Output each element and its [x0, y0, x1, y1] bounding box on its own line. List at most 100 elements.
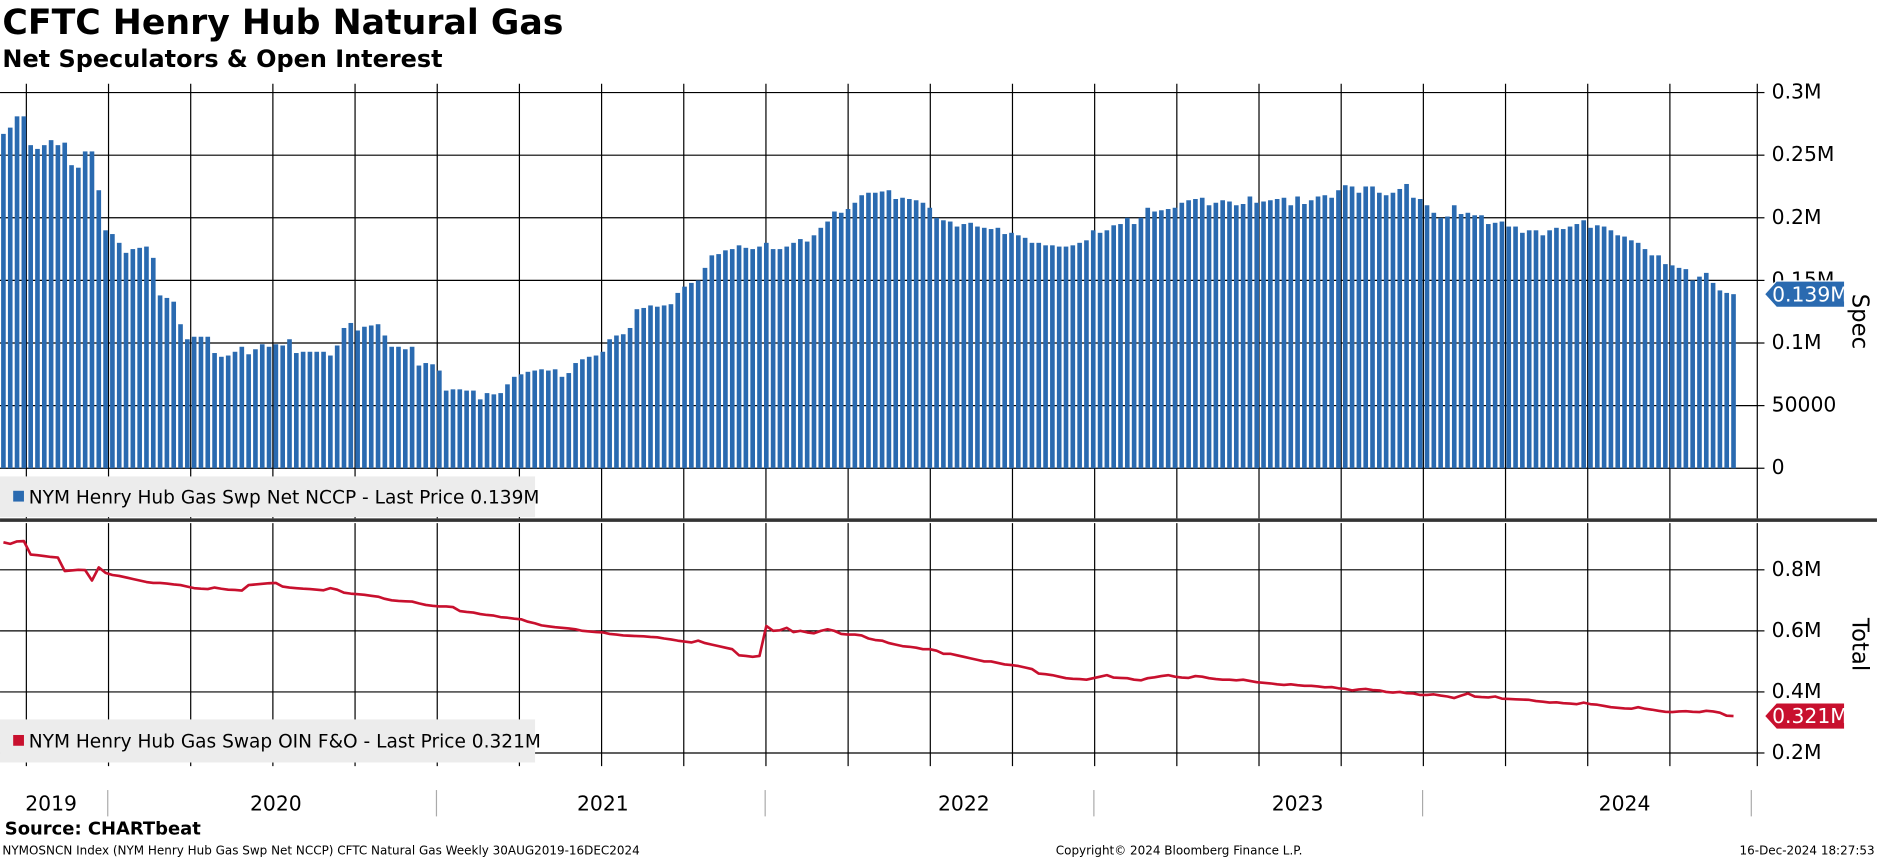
bar — [1601, 226, 1607, 469]
bar — [1458, 214, 1464, 469]
bar — [1050, 245, 1055, 469]
bar — [777, 249, 783, 469]
bar — [300, 351, 306, 469]
bar — [1567, 226, 1573, 469]
bar — [1247, 196, 1253, 469]
x-tick-label: 2020 — [250, 791, 302, 815]
x-tick-label: 2023 — [1272, 791, 1324, 815]
bar — [1036, 242, 1042, 469]
bar — [1179, 202, 1185, 469]
bar — [443, 390, 449, 469]
bar — [1417, 198, 1423, 469]
bar — [185, 339, 190, 469]
last-value-marker — [1763, 702, 1846, 730]
bar — [1547, 230, 1552, 469]
x-tick-label: 2021 — [577, 791, 629, 815]
bar — [389, 346, 394, 469]
bar — [709, 255, 715, 469]
bar — [464, 390, 469, 469]
chart-subtitle: Net Speculators & Open Interest — [2, 45, 442, 73]
bar — [648, 305, 653, 469]
bar — [1513, 226, 1518, 469]
bar — [961, 224, 967, 469]
bar — [150, 257, 156, 469]
x-tick-label: 2019 — [25, 791, 77, 815]
bar — [484, 393, 490, 469]
bar — [1717, 290, 1723, 469]
bar — [1295, 196, 1300, 469]
bar — [21, 116, 27, 469]
bar — [736, 245, 742, 469]
bar — [123, 252, 129, 469]
bar — [620, 334, 626, 469]
bar — [900, 197, 905, 469]
bar — [1349, 186, 1355, 469]
bar — [845, 209, 851, 469]
bar — [341, 327, 347, 469]
bar — [1070, 245, 1076, 469]
bar — [981, 227, 987, 469]
bar — [198, 336, 204, 469]
bar — [1485, 224, 1491, 469]
bar — [566, 373, 572, 469]
y-tick-label: 0.1M — [1772, 330, 1822, 354]
bar — [879, 191, 885, 469]
bar — [1043, 245, 1048, 469]
bar — [872, 192, 878, 469]
bar — [130, 249, 136, 469]
bar — [116, 242, 122, 469]
bar — [144, 246, 149, 469]
bar — [1322, 195, 1328, 469]
bar — [1302, 204, 1307, 469]
bar — [1104, 230, 1110, 469]
bar — [348, 322, 354, 469]
bar — [1, 133, 6, 469]
bar — [307, 351, 313, 469]
bar — [457, 389, 463, 469]
bar — [743, 247, 749, 469]
y-tick-label: 0.3M — [1772, 80, 1822, 104]
bar — [866, 192, 871, 469]
y-axis-title: Total — [1847, 617, 1873, 671]
bar — [14, 116, 20, 469]
bar — [614, 335, 619, 469]
bar — [498, 393, 503, 469]
bar — [1642, 249, 1648, 469]
legend-swatch — [13, 490, 24, 502]
bar — [995, 227, 1001, 469]
bar — [1431, 212, 1437, 469]
bar — [396, 346, 401, 469]
bar — [811, 235, 817, 469]
bar — [1152, 211, 1157, 469]
bar — [1594, 225, 1600, 469]
last-value-marker — [1763, 280, 1846, 308]
bar — [702, 267, 708, 469]
bar — [1356, 192, 1362, 469]
bar — [232, 351, 238, 469]
bar — [1424, 205, 1430, 469]
bar — [1663, 264, 1668, 469]
bar — [1186, 200, 1191, 469]
legend-label: NYM Henry Hub Gas Swap OIN F&O - Last Pr… — [29, 732, 541, 753]
bar — [1159, 210, 1164, 469]
bar — [409, 346, 415, 469]
bar — [471, 390, 476, 469]
bar — [239, 346, 245, 469]
bar — [1445, 216, 1450, 469]
bar — [1009, 232, 1014, 469]
bar — [1683, 269, 1689, 469]
bar — [1206, 205, 1212, 469]
bar — [825, 221, 830, 469]
bar — [355, 330, 360, 469]
bar — [368, 325, 374, 469]
bar — [1254, 202, 1260, 469]
bar — [1499, 221, 1505, 469]
bar — [947, 221, 953, 469]
bar — [1090, 230, 1096, 469]
bar — [634, 309, 640, 469]
y-tick-label: 0.2M — [1772, 205, 1822, 229]
bar — [1029, 242, 1035, 469]
bar — [941, 220, 946, 469]
bar — [219, 356, 224, 469]
bar — [1288, 205, 1294, 469]
